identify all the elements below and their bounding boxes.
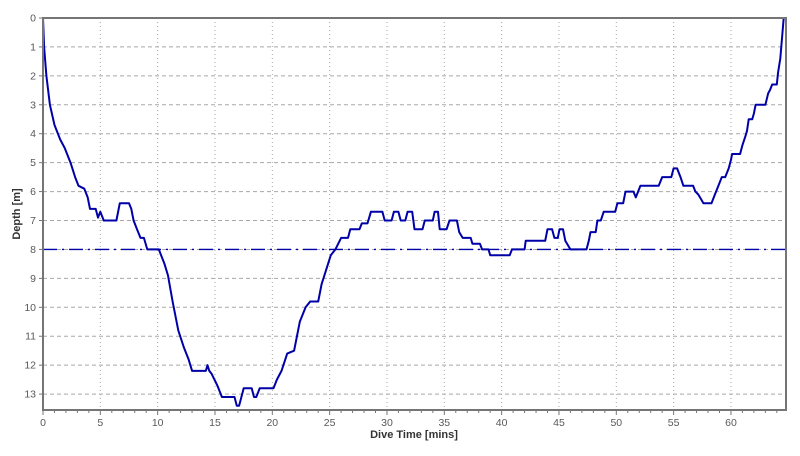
x-tick-label: 25 bbox=[324, 417, 336, 429]
x-tick-label: 0 bbox=[40, 417, 46, 429]
x-tick-label: 50 bbox=[610, 417, 622, 429]
x-tick-label: 15 bbox=[209, 417, 221, 429]
x-tick-label: 35 bbox=[438, 417, 450, 429]
y-tick-label: 2 bbox=[30, 70, 36, 82]
y-tick-label: 1 bbox=[30, 41, 36, 53]
series-layer bbox=[42, 17, 785, 407]
y-tick-label: 10 bbox=[24, 302, 36, 314]
x-tick-label: 55 bbox=[668, 417, 680, 429]
x-tick-label: 30 bbox=[381, 417, 393, 429]
x-tick-label: 5 bbox=[97, 417, 103, 429]
y-axis-title: Depth [m] bbox=[11, 188, 23, 240]
plot-border bbox=[42, 17, 787, 411]
y-tick-label: 6 bbox=[30, 186, 36, 198]
y-tick-label: 4 bbox=[30, 128, 36, 140]
y-tick-label: 9 bbox=[30, 273, 36, 285]
tick-layer bbox=[39, 17, 778, 415]
grid-layer bbox=[43, 18, 786, 410]
x-tick-label: 10 bbox=[152, 417, 164, 429]
y-tick-label: 12 bbox=[24, 360, 36, 372]
dive-profile-line bbox=[42, 17, 785, 407]
y-tick-label: 8 bbox=[30, 244, 36, 256]
tick-label-layer: 0 5 10 15 20 25 30 35 40 45 50 55 600123456789101112… bbox=[24, 13, 737, 430]
y-tick-label: 11 bbox=[25, 331, 36, 343]
x-tick-label: 60 bbox=[725, 417, 737, 429]
y-tick-label: 13 bbox=[24, 389, 36, 401]
y-tick-label: 0 bbox=[30, 13, 36, 25]
x-tick-label: 45 bbox=[553, 417, 565, 429]
x-axis-title: Dive Time [mins] bbox=[370, 429, 458, 441]
x-tick-label: 40 bbox=[496, 417, 508, 429]
x-tick-label: 20 bbox=[266, 417, 278, 429]
y-tick-label: 7 bbox=[30, 215, 36, 227]
y-tick-label: 3 bbox=[30, 99, 36, 111]
y-tick-label: 5 bbox=[30, 157, 36, 169]
